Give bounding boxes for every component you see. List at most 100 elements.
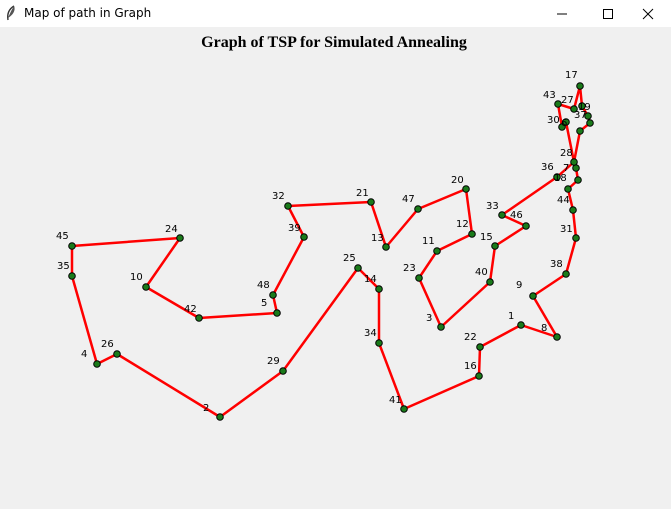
path-edge: [477, 345, 482, 378]
city-label-35: 35: [57, 261, 70, 272]
path-edge: [115, 352, 222, 419]
city-label-33: 33: [486, 201, 499, 212]
city-node-1: [517, 321, 525, 329]
city-label-9: 9: [516, 280, 522, 291]
city-label-43: 43: [543, 90, 556, 101]
window-titlebar: Map of path in Graph: [0, 0, 671, 27]
path-edge: [144, 285, 201, 320]
path-edge: [435, 232, 474, 253]
city-label-22: 22: [464, 332, 477, 343]
city-node-28: [570, 158, 578, 166]
city-node-44: [569, 206, 577, 214]
city-label-28: 28: [560, 148, 573, 159]
city-label-19: 19: [578, 102, 591, 113]
path-edge: [500, 175, 559, 217]
city-node-13: [382, 243, 390, 251]
path-edge: [377, 341, 406, 411]
path-edge: [356, 266, 381, 291]
city-node-15: [491, 242, 499, 250]
path-edge: [416, 187, 468, 211]
path-edge: [464, 187, 474, 236]
city-label-39: 39: [288, 223, 301, 234]
city-label-14: 14: [364, 274, 377, 285]
city-node-47: [414, 205, 422, 213]
city-label-3: 3: [426, 313, 432, 324]
city-node-4: [93, 360, 101, 368]
city-label-12: 12: [456, 219, 469, 230]
city-node-9: [529, 292, 537, 300]
city-node-3: [437, 323, 445, 331]
path-edge: [197, 311, 279, 320]
city-label-42: 42: [184, 304, 197, 315]
path-edge: [571, 208, 578, 240]
city-node-42: [195, 314, 203, 322]
close-button[interactable]: [625, 0, 671, 27]
city-label-41: 41: [389, 395, 402, 406]
city-node-31: [572, 234, 580, 242]
path-edge: [70, 236, 182, 248]
city-label-48: 48: [257, 280, 270, 291]
city-node-33: [498, 211, 506, 219]
path-edge: [286, 200, 373, 208]
city-node-40: [486, 278, 494, 286]
close-icon: [642, 8, 654, 19]
city-label-4: 4: [81, 349, 87, 360]
city-label-45: 45: [56, 231, 69, 242]
path-edge: [531, 294, 559, 339]
path-edge: [417, 276, 443, 329]
path-edge: [369, 200, 388, 249]
city-node-39: [300, 233, 308, 241]
city-label-27: 27: [561, 95, 574, 106]
city-node-22: [476, 343, 484, 351]
city-label-20: 20: [451, 175, 464, 186]
city-label-24: 24: [165, 224, 178, 235]
path-edge: [564, 120, 576, 164]
path-edge: [478, 323, 523, 349]
city-label-30: 30: [547, 115, 560, 126]
path-edge: [70, 274, 99, 366]
path-edge: [439, 280, 492, 329]
city-node-43: [554, 100, 562, 108]
graph-title: Graph of TSP for Simulated Annealing: [201, 34, 467, 51]
city-node-r1: [576, 127, 584, 135]
city-label-10: 10: [130, 272, 143, 283]
city-node-35: [68, 272, 76, 280]
city-node-21: [367, 198, 375, 206]
city-label-44: 44: [557, 195, 570, 206]
city-node-41: [400, 405, 408, 413]
path-edge: [144, 236, 182, 289]
path-edges: [70, 84, 592, 419]
path-edge: [519, 323, 559, 339]
city-label-17: 17: [565, 70, 578, 81]
city-label-40: 40: [475, 267, 488, 278]
node-labels: 1234567891011121314151617192021222324252…: [56, 70, 591, 414]
city-node-17: [576, 82, 584, 90]
city-node-20: [462, 185, 470, 193]
maximize-icon: [603, 8, 613, 19]
minimize-button[interactable]: [539, 0, 585, 27]
path-edge: [572, 129, 582, 164]
path-edge: [286, 204, 306, 239]
city-node-36: [553, 173, 561, 181]
city-node-2: [216, 413, 224, 421]
city-label-1: 1: [508, 311, 514, 322]
path-edge: [384, 207, 420, 249]
city-node-30: [558, 123, 566, 131]
maximize-button[interactable]: [585, 0, 631, 27]
city-label-37: 37: [574, 110, 587, 121]
path-edge: [402, 374, 481, 411]
path-edge: [531, 272, 568, 298]
city-node-37: [586, 119, 594, 127]
city-label-46: 46: [510, 210, 523, 221]
city-label-13: 13: [371, 233, 384, 244]
city-node-r3: [584, 112, 592, 120]
city-node-34: [375, 339, 383, 347]
path-edge: [493, 224, 528, 248]
city-label-15: 15: [480, 232, 493, 243]
city-node-25: [354, 264, 362, 272]
city-label-32: 32: [272, 191, 285, 202]
path-edge: [417, 249, 439, 280]
city-node-8: [553, 333, 561, 341]
graph-canvas: Graph of TSP for Simulated Annealing 12 3…: [56, 34, 594, 421]
city-node-19: [578, 102, 586, 110]
